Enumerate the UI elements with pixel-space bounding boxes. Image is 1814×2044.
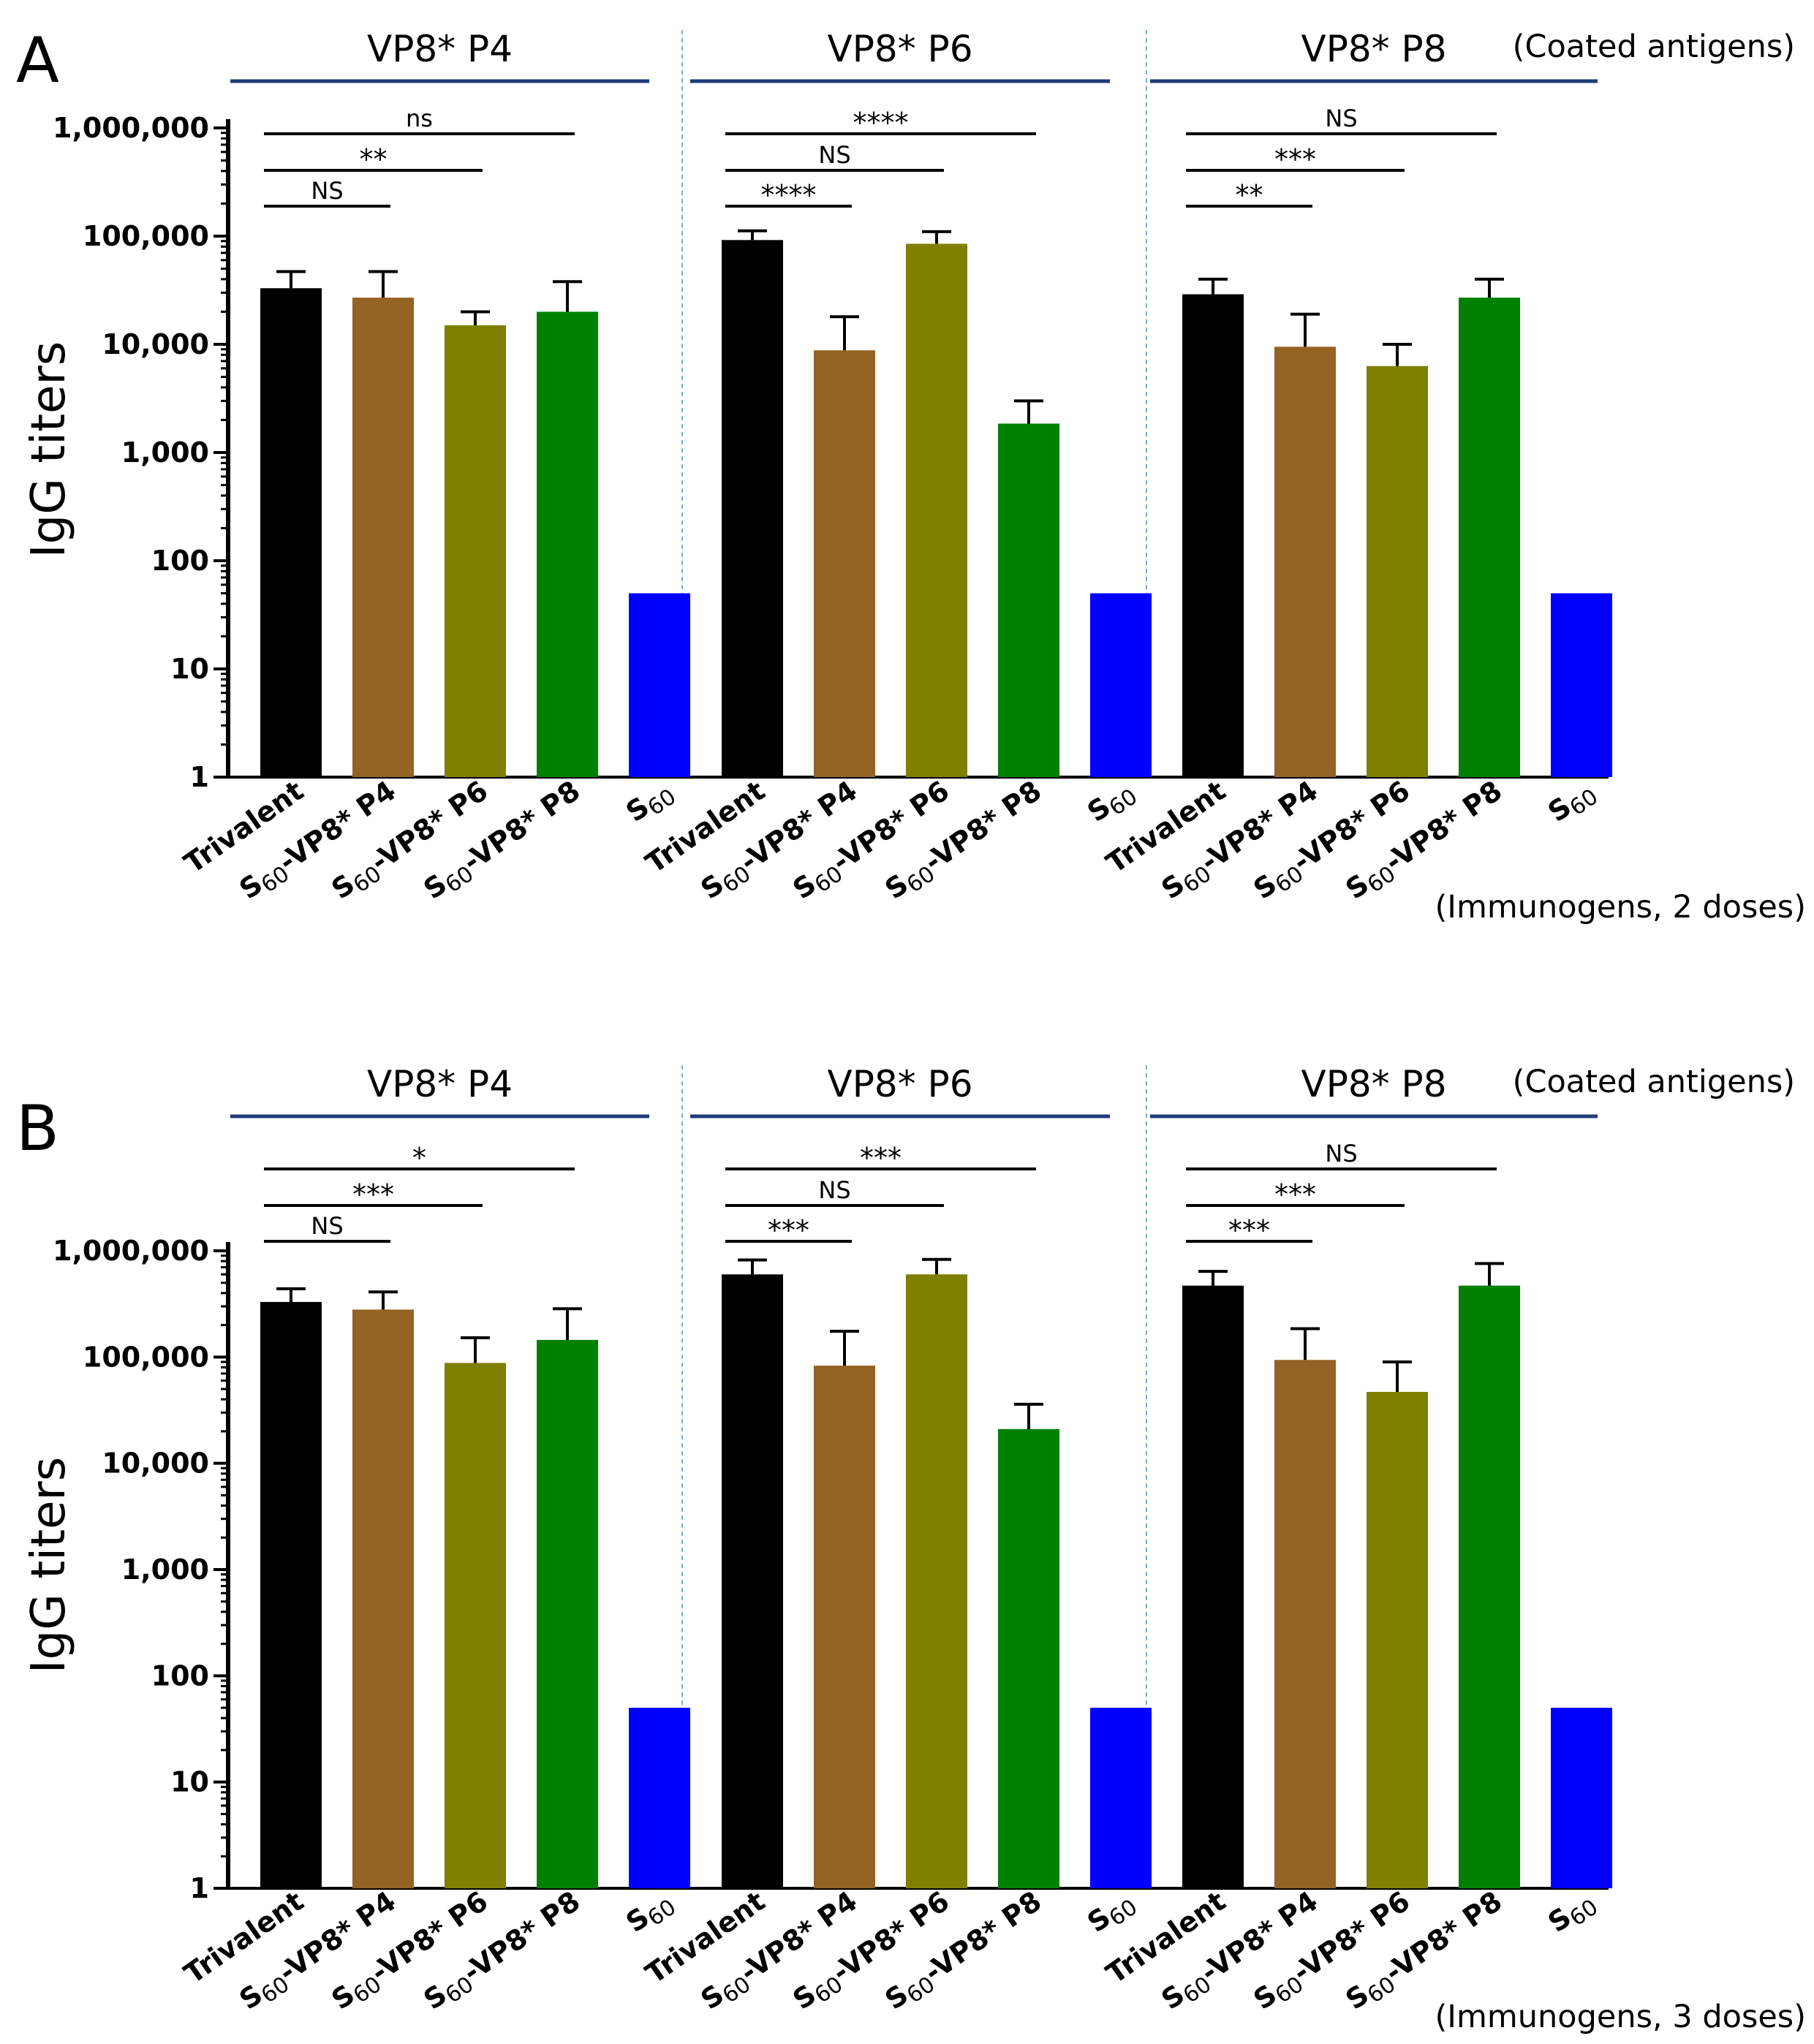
bar <box>1367 1391 1428 1888</box>
significance-label: *** <box>768 1214 809 1246</box>
bar <box>352 1309 414 1888</box>
significance-label: ** <box>360 143 388 175</box>
significance-label: *** <box>1228 1214 1270 1246</box>
bar <box>1090 1708 1152 1888</box>
bar <box>260 1301 322 1888</box>
significance-label: ** <box>1236 179 1263 211</box>
bar <box>906 1274 967 1888</box>
bar <box>1090 593 1152 777</box>
y-tick-label: 1,000 <box>121 1553 209 1586</box>
group-title: VP8* P4 <box>367 1063 513 1105</box>
bar <box>1182 1285 1244 1888</box>
y-axis-label: IgG titers <box>22 341 76 558</box>
significance-label: NS <box>311 1212 343 1240</box>
y-tick-label: 10,000 <box>102 328 209 360</box>
bar <box>906 243 967 777</box>
y-tick-label: 1,000,000 <box>53 1235 209 1267</box>
bar <box>445 325 506 778</box>
y-tick-label: 10,000 <box>102 1447 209 1480</box>
bar <box>814 1366 875 1888</box>
significance-label: *** <box>1274 1178 1316 1211</box>
bar <box>629 1708 690 1888</box>
y-tick-label: 100 <box>151 1659 209 1692</box>
significance-label: *** <box>860 1142 902 1174</box>
y-tick-label: 1,000,000 <box>53 112 209 144</box>
bar <box>1367 366 1428 777</box>
significance-label: NS <box>818 1176 850 1204</box>
immunogens-label: (Immunogens, 3 doses) <box>1435 1999 1806 2035</box>
coated-antigens-label: (Coated antigens) <box>1513 29 1795 65</box>
bar <box>537 1339 598 1888</box>
significance-label: NS <box>818 141 850 169</box>
y-tick-label: 1 <box>190 761 209 793</box>
bar <box>1274 347 1336 778</box>
significance-label: **** <box>853 107 909 139</box>
significance-label: *** <box>1274 143 1316 175</box>
group-title: VP8* P8 <box>1301 28 1446 70</box>
significance-label: **** <box>761 179 817 211</box>
coated-antigens-label: (Coated antigens) <box>1513 1064 1795 1100</box>
bar <box>814 350 875 777</box>
bar <box>1182 294 1244 778</box>
bar <box>1274 1360 1336 1888</box>
y-tick-label: 100 <box>151 545 209 577</box>
y-tick-label: 100,000 <box>83 220 209 252</box>
group-title: VP8* P8 <box>1301 1063 1446 1105</box>
bar <box>722 1274 783 1888</box>
y-axis-label: IgG titers <box>22 1457 76 1673</box>
group-title: VP8* P4 <box>367 28 513 70</box>
y-tick-label: 10 <box>170 1766 209 1798</box>
y-tick-label: 1 <box>190 1872 209 1904</box>
bar <box>1551 1708 1612 1888</box>
y-tick-label: 10 <box>170 653 209 685</box>
bar <box>722 240 783 778</box>
immunogens-label: (Immunogens, 2 doses) <box>1435 889 1806 926</box>
bar <box>260 288 322 777</box>
group-title: VP8* P6 <box>827 1063 972 1105</box>
bar <box>1459 1285 1520 1888</box>
panel-letter: B <box>16 1092 59 1165</box>
bar <box>629 593 690 777</box>
significance-label: ns <box>406 105 433 132</box>
bar <box>1551 593 1612 777</box>
bar <box>352 298 414 777</box>
significance-label: *** <box>352 1178 394 1211</box>
significance-label: NS <box>311 177 343 205</box>
bar <box>1459 298 1520 777</box>
y-tick-label: 100,000 <box>83 1341 209 1373</box>
y-tick-label: 1,000 <box>121 436 209 469</box>
significance-label: * <box>412 1142 426 1174</box>
panel-letter: A <box>16 24 59 97</box>
significance-label: NS <box>1325 105 1357 132</box>
significance-label: NS <box>1325 1140 1357 1167</box>
bar <box>998 1428 1059 1888</box>
bar <box>998 423 1059 777</box>
bar <box>537 311 598 777</box>
group-title: VP8* P6 <box>827 28 972 70</box>
bar <box>445 1363 506 1888</box>
